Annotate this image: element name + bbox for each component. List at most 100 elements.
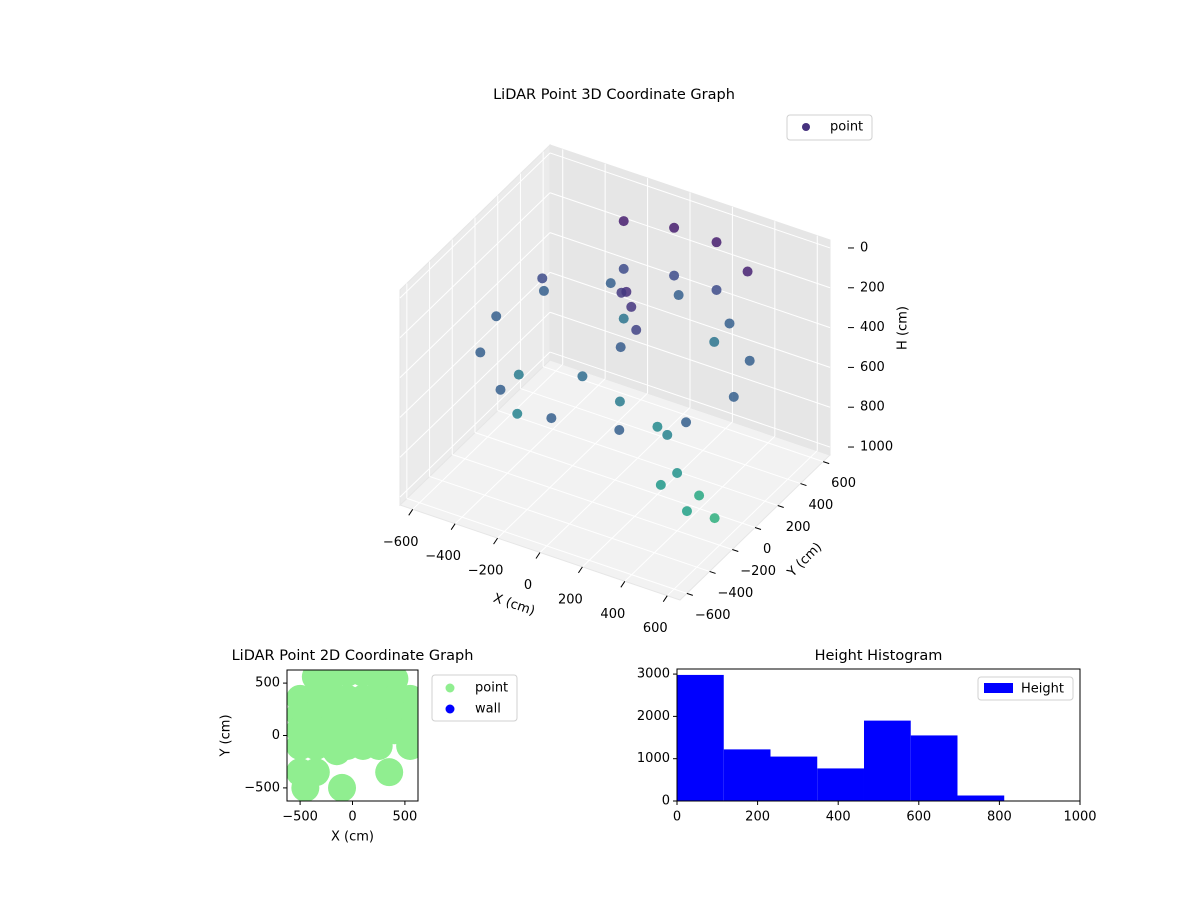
point [669,270,680,281]
y-tick-label: 400 [808,498,833,513]
bar [723,749,771,801]
grid-line [399,351,551,498]
point [616,287,627,298]
point [475,347,486,358]
y-tick-label: 3000 [637,667,670,682]
point [605,278,616,289]
x-tick [578,566,583,574]
point [728,391,739,402]
point [672,468,683,479]
y-tick-label: 0 [662,794,670,809]
y-tick [823,461,830,465]
legend-box [977,676,1074,701]
x-axis-label: X (cm) [331,830,374,845]
point [513,369,524,380]
point [742,266,753,277]
grid-line [406,497,687,594]
legend-label: wall [475,702,501,717]
x-tick-label: 0 [673,810,681,825]
x-tick-label: −400 [425,549,461,564]
legend-label: point [830,120,863,135]
x-tick [620,581,626,588]
x-tick-label: −200 [468,564,504,579]
y-tick [732,548,739,552]
bar [863,720,911,801]
legend-box [431,674,518,722]
bar [957,795,1005,801]
point [709,336,720,347]
y-axis-label: Y (cm) [219,714,234,757]
y-tick-label: 2000 [637,709,670,724]
plot-area [287,670,418,801]
legend-label: Height [1021,682,1064,697]
grid-line [452,453,733,550]
grid-line [399,152,551,299]
point [681,506,692,517]
point [618,313,629,324]
point [626,301,637,312]
grid-line [543,366,824,463]
point [491,311,502,322]
x-tick [450,523,456,530]
point [396,731,418,760]
z-tick-label: 1000 [860,440,893,455]
x-tick-label: 400 [600,607,625,622]
x-tick-label: 600 [643,621,668,636]
point [614,396,625,407]
legend-marker [445,683,455,693]
bar [817,768,864,801]
point [662,429,673,440]
point [546,413,557,424]
legend-label: point [475,681,508,696]
point [711,284,722,295]
y-tick [686,592,693,596]
point [618,263,629,274]
point [291,773,320,801]
x-tick-label: 800 [987,810,1012,825]
x-tick-label: −600 [383,535,419,550]
z-axis-label: H (cm) [896,306,911,350]
y-tick-label: 0 [272,728,280,743]
z-tick-label: 0 [860,240,868,255]
point [322,737,351,766]
point [538,285,549,296]
x-tick-label: 1000 [1063,810,1096,825]
y-tick [709,570,716,574]
x-tick [408,509,414,516]
x-tick-label: 200 [745,810,770,825]
point [724,318,735,329]
grid-line [549,311,831,408]
y-tick [800,483,807,487]
grid-line [497,410,778,507]
y-tick [777,505,784,509]
grid-line [429,475,710,572]
x-tick-label: 500 [392,810,417,825]
point [631,324,642,335]
point [577,371,588,382]
point [375,758,404,787]
y-tick-label: −500 [244,780,280,795]
grid-line [399,311,551,458]
grid-line [520,388,801,485]
point [652,421,663,432]
legend-marker [445,704,455,714]
y-tick-label: 600 [831,476,856,491]
grid-line [399,192,551,339]
grid-line [549,351,831,448]
x-tick [535,552,541,559]
grid-line [474,432,756,528]
point [615,342,626,353]
x-tick [662,595,668,602]
x-tick-label: 600 [906,810,931,825]
y-tick-label: −200 [740,564,776,579]
point [495,384,506,395]
grid-line [549,192,831,289]
point [669,222,680,233]
legend-swatch [984,683,1013,693]
y-tick [754,527,762,530]
x-tick-label: 0 [348,810,356,825]
grid-line [549,271,831,368]
axes-frame [676,668,1081,802]
point [744,355,755,366]
